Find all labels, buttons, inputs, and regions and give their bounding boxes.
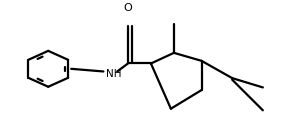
Text: NH: NH — [107, 69, 122, 79]
Text: O: O — [124, 3, 132, 13]
